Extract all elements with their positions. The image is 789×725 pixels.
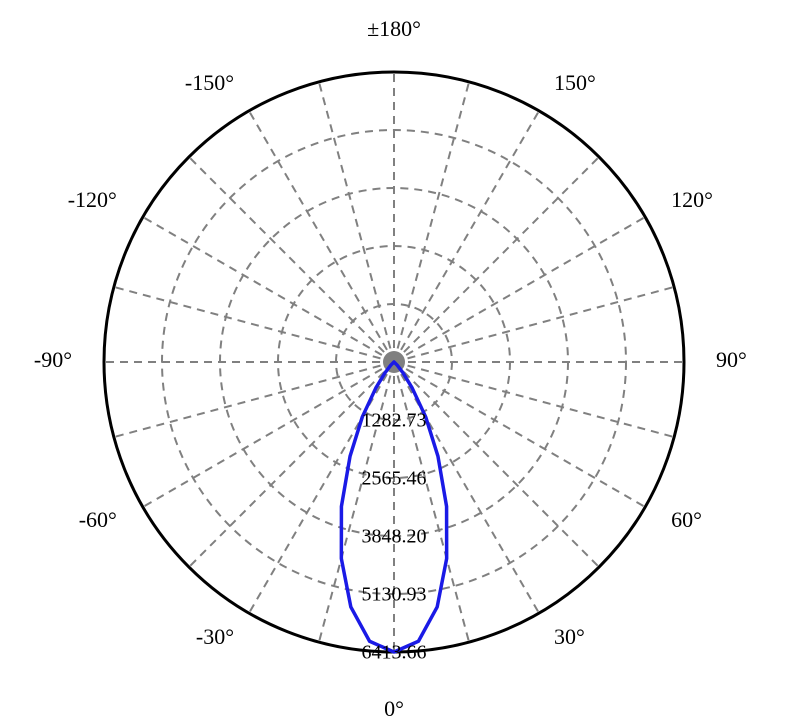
radial-label: 6413.66 bbox=[362, 642, 427, 664]
radial-label: 5130.93 bbox=[362, 584, 427, 606]
angle-label: 150° bbox=[554, 70, 596, 95]
angle-label: -150° bbox=[185, 70, 234, 95]
radial-label: 2565.46 bbox=[362, 468, 427, 490]
radial-label: 1282.73 bbox=[362, 410, 427, 432]
polar-chart: 1282.73 2565.46 3848.20 5130.93 6413.66 ±180°… bbox=[0, 0, 789, 725]
angle-label: 90° bbox=[716, 347, 747, 372]
angle-label: 0° bbox=[384, 696, 404, 721]
angle-label: -90° bbox=[34, 347, 72, 372]
angle-label: 30° bbox=[554, 624, 585, 649]
angle-label: 60° bbox=[671, 507, 702, 532]
radial-label: 3848.20 bbox=[362, 526, 427, 548]
angle-label: 120° bbox=[671, 187, 713, 212]
angle-label: -60° bbox=[79, 507, 117, 532]
angle-label: ±180° bbox=[367, 16, 421, 41]
angle-label: -30° bbox=[196, 624, 234, 649]
angle-label: -120° bbox=[68, 187, 117, 212]
